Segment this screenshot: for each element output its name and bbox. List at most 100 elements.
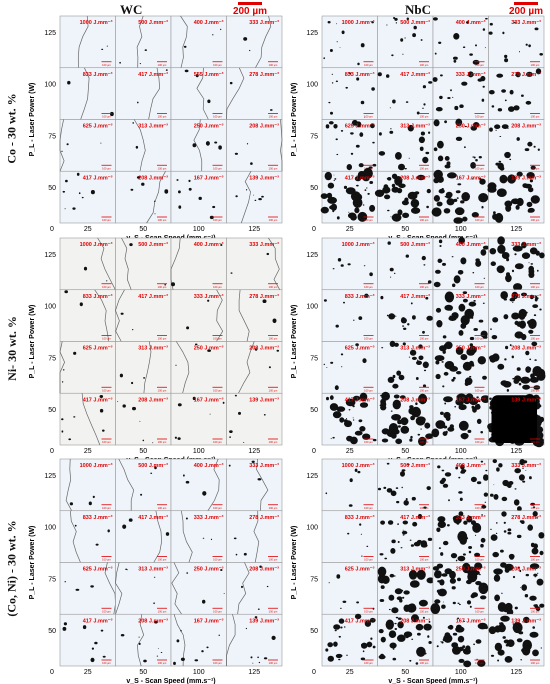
cell-background xyxy=(59,510,116,563)
pore-mark xyxy=(501,496,508,502)
micrograph-cell: 400 J.mm⁻³ 100 µm xyxy=(170,15,227,69)
pore-mark xyxy=(439,245,442,247)
pore-mark xyxy=(359,402,369,408)
pore-mark xyxy=(245,627,247,630)
pore-mark xyxy=(435,360,440,365)
pore-mark xyxy=(448,316,457,321)
pore-mark xyxy=(371,21,374,24)
pore-mark xyxy=(355,343,359,347)
cell-background xyxy=(226,562,283,615)
pore-mark xyxy=(369,617,376,623)
pore-mark xyxy=(399,598,403,603)
pore-mark xyxy=(354,468,358,472)
mini-scale-label: 100 µm xyxy=(364,661,373,665)
pore-mark xyxy=(402,534,405,536)
pore-mark xyxy=(178,205,182,209)
energy-density-label: 417 J.mm⁻³ xyxy=(83,617,113,624)
pore-mark xyxy=(528,44,531,48)
cell-background xyxy=(226,510,283,563)
pore-mark xyxy=(514,253,517,256)
pore-mark xyxy=(457,635,465,643)
pore-mark xyxy=(458,658,465,663)
pore-mark xyxy=(501,124,509,129)
x-axis-label: v_S - Scan Speed (mm.s⁻¹) xyxy=(126,678,215,684)
pore-mark xyxy=(456,197,459,199)
pore-mark xyxy=(402,342,406,346)
pore-mark xyxy=(246,143,249,145)
pore-mark xyxy=(409,539,412,541)
crack-line xyxy=(115,289,125,342)
pore-mark xyxy=(504,151,511,159)
pore-mark xyxy=(490,261,496,267)
energy-density-label: 208 J.mm⁻³ xyxy=(511,566,541,573)
pore-mark xyxy=(539,252,545,259)
pore-mark xyxy=(202,491,207,496)
micrograph-cell: 208 J.mm⁻³ 100 µm xyxy=(226,119,283,172)
pore-mark xyxy=(477,400,481,403)
pore-mark xyxy=(446,198,455,206)
panel-nbc-1: P_L - Laser Power (W) 125 100 75 50 1000 J.mm… xyxy=(291,236,546,464)
pore-mark xyxy=(154,466,157,470)
pore-mark xyxy=(506,566,508,568)
energy-density-label: 1000 J.mm⁻³ xyxy=(80,462,113,469)
pore-mark xyxy=(463,520,468,525)
pore-mark xyxy=(452,96,454,98)
energy-density-label: 417 J.mm⁻³ xyxy=(400,293,430,300)
pore-mark xyxy=(417,359,419,361)
pore-mark xyxy=(379,599,385,602)
pore-mark xyxy=(246,189,248,191)
pore-mark xyxy=(362,358,367,364)
mini-scale-label: 100 µm xyxy=(213,661,222,665)
pore-mark xyxy=(525,470,527,471)
pore-mark xyxy=(220,28,222,31)
x-tick-label: 125 xyxy=(510,448,522,455)
pore-mark xyxy=(460,257,467,265)
pore-mark xyxy=(223,593,225,594)
cell-background xyxy=(226,237,283,291)
crack-line xyxy=(253,510,260,563)
pore-mark xyxy=(450,89,452,92)
micrograph-cell: 250 J.mm⁻³ 100 µm xyxy=(170,119,227,172)
micrograph-cell: 167 J.mm⁻³ 100 µm xyxy=(431,169,489,224)
crack-line xyxy=(137,614,145,667)
pore-mark xyxy=(397,523,399,525)
pore-mark xyxy=(387,520,394,525)
mini-scale-label: 100 µm xyxy=(420,115,429,119)
pore-mark xyxy=(524,594,529,598)
pore-mark xyxy=(119,373,123,378)
pore-mark xyxy=(243,552,247,556)
pore-mark xyxy=(214,141,218,144)
crack-line xyxy=(118,458,135,511)
pore-mark xyxy=(539,550,544,556)
pore-mark xyxy=(498,160,502,163)
pore-mark xyxy=(332,436,335,439)
pore-mark xyxy=(393,575,396,577)
pore-mark xyxy=(458,237,466,244)
pore-mark xyxy=(482,28,486,31)
pore-mark xyxy=(320,206,329,214)
pore-mark xyxy=(334,629,337,632)
pore-mark xyxy=(415,623,424,631)
pore-mark xyxy=(381,347,384,349)
pore-mark xyxy=(432,17,438,21)
energy-density-label: 333 J.mm⁻³ xyxy=(194,514,224,521)
pore-mark xyxy=(99,395,104,398)
pore-mark xyxy=(532,511,538,517)
pore-mark xyxy=(516,171,523,177)
mini-scale-label: 100 µm xyxy=(102,166,111,170)
pore-mark xyxy=(535,250,540,256)
pore-mark xyxy=(535,606,541,611)
energy-density-label: 833 J.mm⁻³ xyxy=(83,514,113,521)
pore-mark xyxy=(192,143,197,148)
pore-mark xyxy=(481,514,483,516)
pore-mark xyxy=(504,567,510,573)
cell-background xyxy=(59,392,116,446)
micrograph-cell: 833 J.mm⁻³ 100 µm xyxy=(59,510,116,563)
pore-mark xyxy=(505,204,512,212)
pore-mark xyxy=(384,194,391,200)
pore-mark xyxy=(120,634,125,637)
energy-density-label: 333 J.mm⁻³ xyxy=(511,241,541,248)
pore-mark xyxy=(333,124,338,129)
pore-mark xyxy=(390,276,392,278)
pore-mark xyxy=(356,77,360,81)
